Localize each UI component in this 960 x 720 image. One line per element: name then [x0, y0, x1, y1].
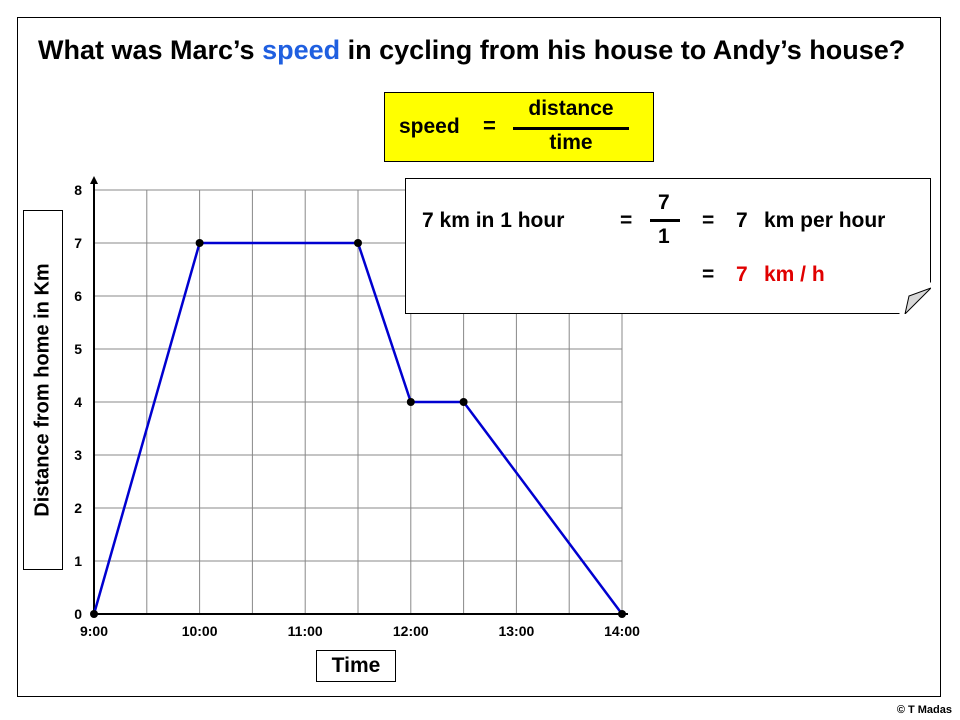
x-tick-label: 9:00: [80, 623, 108, 639]
callout-equals-2: =: [702, 209, 715, 232]
question-text: What was Marc’s speed in cycling from hi…: [38, 32, 906, 68]
y-tick-label: 4: [74, 394, 82, 410]
callout-equals-3: =: [702, 263, 715, 286]
data-point: [406, 398, 415, 406]
series-line: [92, 241, 624, 615]
data-point: [195, 239, 204, 247]
callout-fraction-denominator: 1: [658, 225, 670, 248]
y-tick-label: 3: [74, 447, 82, 463]
callout-result-units: km per hour: [764, 209, 886, 232]
speed-formula-box: speed = distance time: [384, 92, 654, 162]
x-tick-label: 12:00: [393, 623, 429, 639]
formula-denominator: time: [549, 131, 593, 154]
callout-line2-value: 7: [736, 263, 748, 286]
y-tick-label: 0: [74, 606, 82, 622]
callout-line1-text: 7 km in 1 hour: [422, 209, 565, 232]
x-tick-label: 14:00: [604, 623, 640, 639]
question-part1: What was Marc’s: [38, 35, 255, 65]
callout-fraction-numerator: 7: [658, 191, 670, 214]
formula-equals: =: [483, 113, 496, 138]
data-point: [459, 398, 468, 406]
calculation-callout: 7 km in 1 hour = 7 1 = 7 km per hour = 7…: [405, 178, 931, 314]
formula-lhs: speed: [399, 115, 460, 138]
y-axis-label: Distance from home in Km: [31, 263, 54, 517]
question-highlight: speed: [262, 35, 341, 65]
formula-numerator: distance: [528, 97, 614, 120]
x-tick-label: 11:00: [288, 623, 323, 639]
copyright: © T Madas: [896, 704, 952, 716]
x-tick-label: 13:00: [498, 623, 534, 639]
y-tick-label: 2: [74, 500, 82, 516]
data-point: [618, 610, 626, 618]
callout-equals-1: =: [620, 209, 633, 232]
callout-result-value: 7: [736, 209, 748, 232]
y-axis-label-box: Distance from home in Km: [23, 210, 63, 570]
y-tick-label: 5: [74, 341, 82, 357]
data-point: [90, 610, 98, 618]
slide-frame: [17, 17, 941, 697]
page-curl-icon: [899, 282, 931, 314]
formula-fraction-bar: [513, 127, 629, 130]
callout-line2-units: km / h: [764, 263, 825, 286]
x-tick-label: 10:00: [182, 623, 218, 639]
y-axis-arrow: [90, 176, 98, 184]
x-axis-label-box: Time: [316, 650, 396, 682]
y-tick-label: 8: [74, 182, 82, 198]
y-tick-label: 7: [74, 235, 82, 251]
y-tick-label: 1: [74, 553, 82, 569]
y-tick-label: 6: [74, 288, 82, 304]
data-point: [354, 239, 362, 247]
question-part2: in cycling from his house to Andy’s hous…: [347, 35, 906, 65]
callout-fraction-bar: [650, 219, 680, 222]
